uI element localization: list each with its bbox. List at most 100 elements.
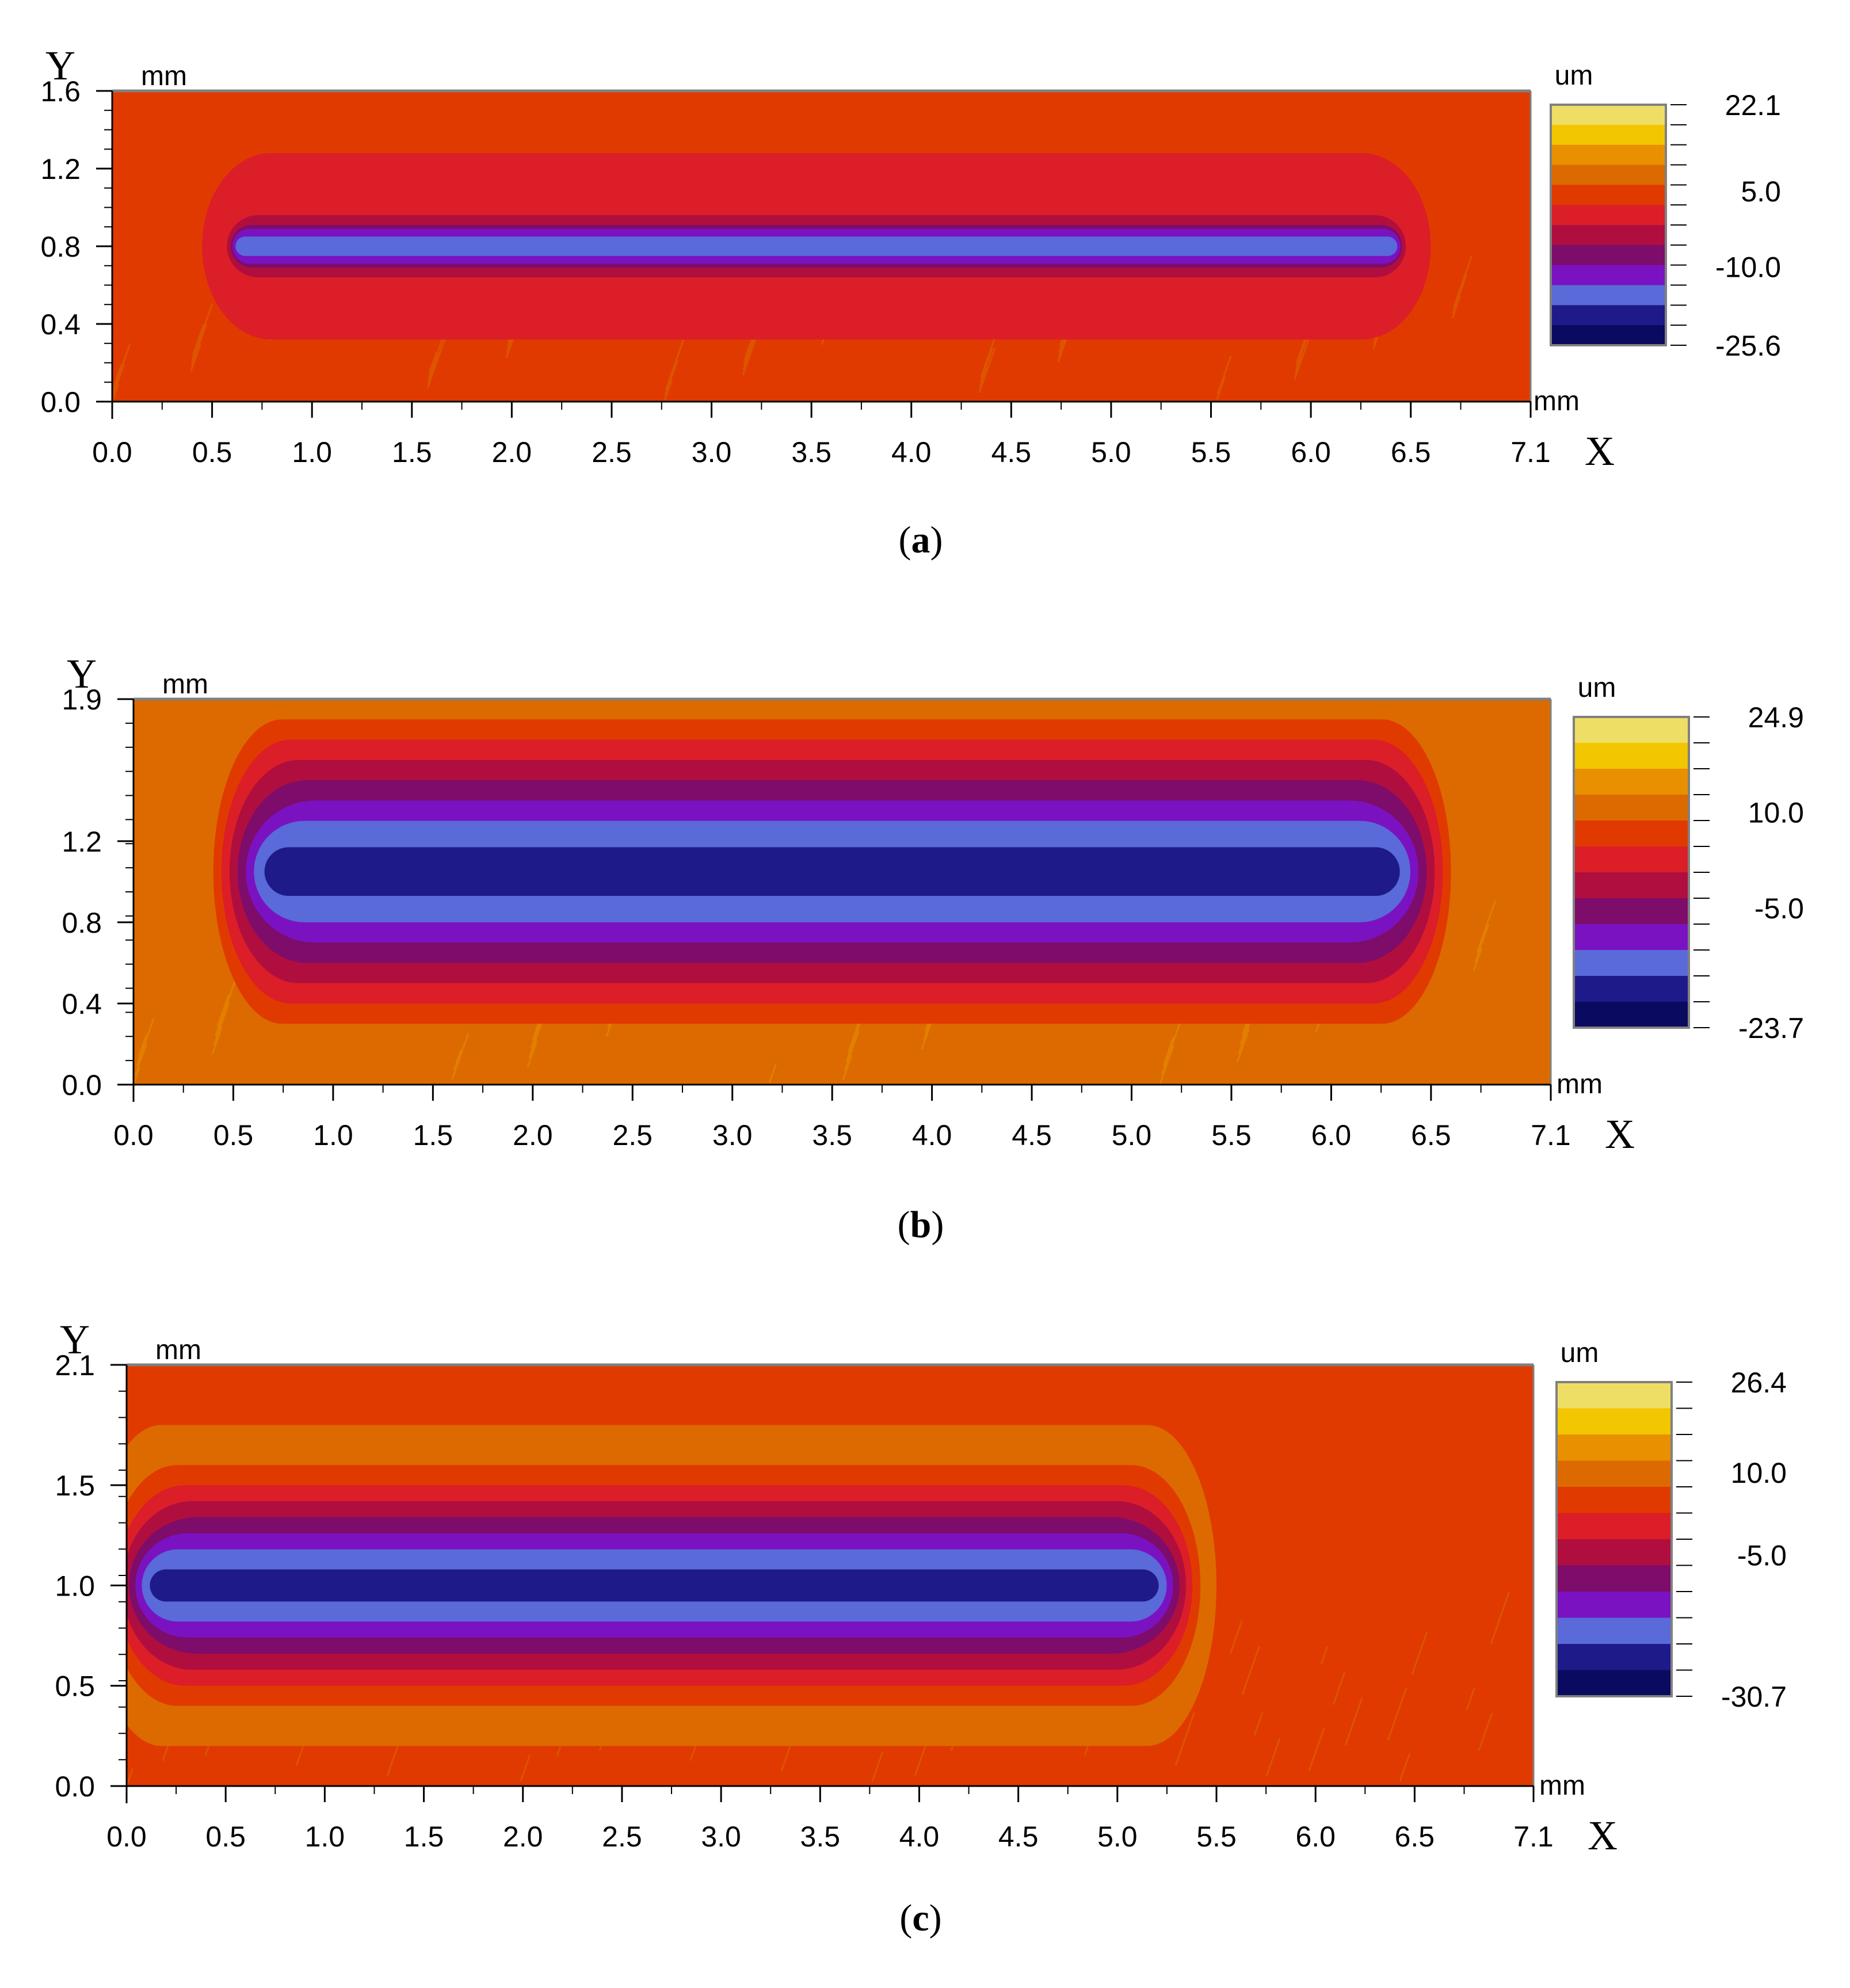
colorbar-band <box>1551 285 1666 306</box>
colorbar-label: -23.7 <box>1738 1012 1804 1044</box>
colorbar-band <box>1574 846 1689 873</box>
x-tick-label: 1.5 <box>413 1119 453 1151</box>
streak <box>215 978 237 1036</box>
streak <box>1478 1712 1493 1751</box>
colorbar-band <box>1551 105 1666 125</box>
y-axis-unit: mm <box>141 61 187 91</box>
x-tick-label: 3.0 <box>701 1821 741 1853</box>
y-tick-label: 1.2 <box>40 153 81 185</box>
x-tick-label: 1.5 <box>392 436 432 468</box>
streak <box>1295 335 1309 369</box>
x-tick-label: 4.5 <box>998 1821 1039 1853</box>
colorbar-band <box>1574 872 1689 899</box>
colorbar-label: -10.0 <box>1715 251 1781 283</box>
x-tick-label: 5.0 <box>1112 1119 1152 1151</box>
streak <box>112 344 131 392</box>
x-axis-letter: X <box>1605 1111 1635 1157</box>
heatmap-panel-a: 0.0 0.5 1.0 1.5 2.0 2.5 3.0 3.5 4.0 4.5 5.0 5.5 6.0 6… <box>40 43 1781 561</box>
plot-area <box>133 699 1551 1085</box>
streak <box>979 348 994 383</box>
y-tick-label: 0.0 <box>62 1069 102 1101</box>
y-axis-letter: Y <box>67 651 97 697</box>
x-tick-label: 2.0 <box>492 436 532 468</box>
x-tick-label: 7.1 <box>1510 436 1551 468</box>
x-tick-label: 0.0 <box>92 436 132 468</box>
streak <box>1162 1037 1174 1066</box>
groove-level-1 <box>264 847 1400 896</box>
y-axis-letter: Y <box>60 1317 90 1363</box>
colorbar-band <box>1557 1592 1672 1619</box>
colorbar-band <box>1574 795 1689 821</box>
colorbar-label: -5.0 <box>1737 1539 1787 1571</box>
streak <box>1265 1738 1281 1777</box>
streak <box>978 348 996 393</box>
streak <box>1411 1631 1428 1675</box>
streak <box>1236 1029 1250 1063</box>
colorbar-label: 5.0 <box>1741 175 1781 208</box>
streak <box>1174 1712 1195 1766</box>
x-axis-letter: X <box>1588 1813 1618 1859</box>
y-tick-label: 1.5 <box>55 1470 95 1502</box>
streak <box>1308 1727 1325 1772</box>
streak <box>213 1002 230 1045</box>
x-tick-label: 4.0 <box>899 1821 940 1853</box>
streak <box>1451 295 1462 319</box>
x-tick-label: 0.5 <box>213 1119 254 1151</box>
colorbar-frame <box>1573 716 1690 1029</box>
streak <box>914 1741 928 1776</box>
x-tick-label: 1.5 <box>404 1821 444 1853</box>
colorbar-frame <box>1555 1381 1673 1697</box>
streak <box>664 360 678 396</box>
streak <box>1466 1687 1476 1711</box>
colorbar-band <box>1557 1408 1672 1435</box>
plot-area <box>127 1365 1534 1786</box>
streak <box>1294 356 1303 375</box>
streak <box>127 1768 133 1786</box>
streak <box>842 1055 853 1081</box>
colorbar-unit: um <box>1555 60 1593 91</box>
colorbar-label: -25.6 <box>1715 330 1781 362</box>
streak <box>427 352 440 384</box>
y-axis-letter: Y <box>45 43 75 89</box>
streak <box>1474 924 1490 962</box>
colorbar-band <box>1557 1565 1672 1592</box>
streak <box>1161 1021 1181 1075</box>
colorbar-band <box>1557 1487 1672 1514</box>
y-tick-label: 1.6 <box>40 75 81 108</box>
streak <box>1476 900 1497 953</box>
streak <box>1387 1687 1407 1741</box>
colorbar-band <box>1574 976 1689 1002</box>
heatmap-panel-c: 0.0 0.5 1.0 1.5 2.0 2.5 3.0 3.5 4.0 4.5 5.0 5.5 6.0 6… <box>55 1317 1787 1939</box>
streak <box>665 339 684 391</box>
streak <box>1216 376 1226 400</box>
colorbar-band <box>1574 769 1689 795</box>
streak <box>136 1018 155 1067</box>
streak <box>216 994 230 1027</box>
colorbar-band <box>1557 1644 1672 1671</box>
colorbar-band <box>1551 225 1666 246</box>
x-tick-label: 5.0 <box>1091 436 1131 468</box>
colorbar-band <box>1574 898 1689 925</box>
x-tick-label: 2.5 <box>592 436 632 468</box>
colorbar-band <box>1551 305 1666 326</box>
colorbar-band <box>1557 1434 1672 1462</box>
y-tick-label: 0.0 <box>40 386 81 418</box>
x-tick-label: 4.0 <box>891 436 932 468</box>
x-tick-label: 5.5 <box>1191 436 1231 468</box>
streak <box>426 331 448 389</box>
colorbar-bottom-unit: mm <box>1539 1770 1585 1801</box>
colorbar-label: 26.4 <box>1731 1367 1787 1399</box>
colorbar-band <box>1551 325 1666 346</box>
streak <box>1452 255 1473 308</box>
colorbar-label: -5.0 <box>1754 892 1804 925</box>
colorbar-band <box>1557 1460 1672 1487</box>
x-tick-label: 6.0 <box>1295 1821 1336 1853</box>
streak <box>1452 275 1467 314</box>
streak <box>138 1035 147 1058</box>
colorbar-band <box>1574 950 1689 976</box>
y-tick-label: 1.0 <box>55 1570 95 1602</box>
streak <box>451 1033 470 1079</box>
colorbar-label: 22.1 <box>1725 89 1781 121</box>
y-tick-label: 2.1 <box>55 1349 95 1382</box>
